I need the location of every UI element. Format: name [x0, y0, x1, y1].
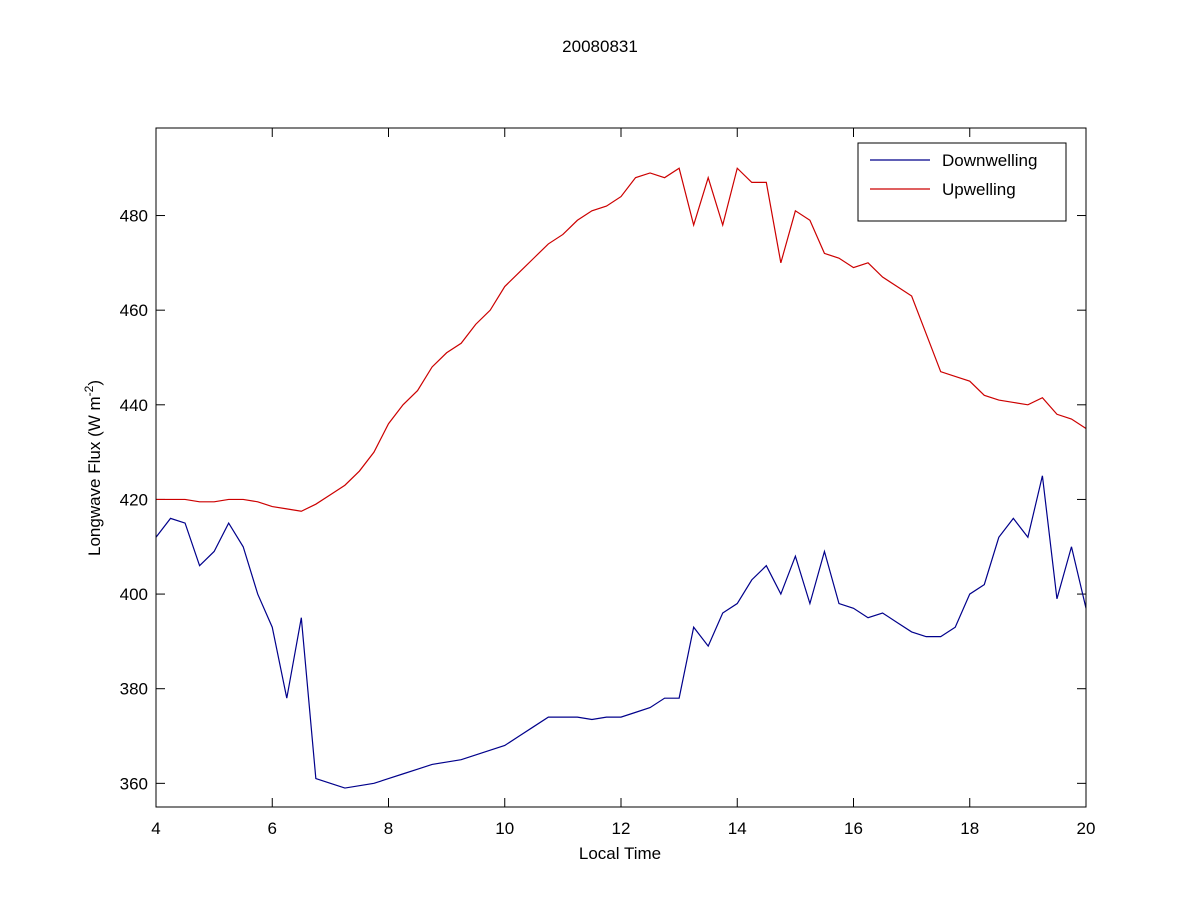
- x-tick-label: 20: [1077, 819, 1096, 838]
- y-tick-label: 420: [120, 490, 148, 509]
- y-tick-label: 440: [120, 396, 148, 415]
- x-tick-label: 4: [151, 819, 160, 838]
- legend-label: Upwelling: [942, 180, 1016, 199]
- x-tick-label: 18: [960, 819, 979, 838]
- y-tick-label: 380: [120, 680, 148, 699]
- y-tick-label: 480: [120, 207, 148, 226]
- x-tick-label: 12: [612, 819, 631, 838]
- x-tick-label: 10: [495, 819, 514, 838]
- x-axis-label: Local Time: [579, 844, 661, 863]
- y-tick-label: 400: [120, 585, 148, 604]
- y-axis-label: Longwave Flux (W m-2): [82, 380, 104, 556]
- y-label-end: ): [85, 380, 104, 386]
- x-tick-label: 8: [384, 819, 393, 838]
- data-line: [156, 167, 1087, 512]
- data-line: [155, 475, 1087, 789]
- chart-title: 20080831: [562, 37, 638, 56]
- axes-box: [155, 127, 1087, 808]
- legend-label: Downwelling: [942, 151, 1037, 170]
- y-label-main: Longwave Flux (W m: [85, 396, 104, 556]
- legend-box: [857, 142, 1067, 222]
- y-tick-label: 460: [120, 301, 148, 320]
- x-tick-label: 14: [728, 819, 747, 838]
- y-label-sup: -2: [82, 385, 96, 396]
- x-tick-label: 16: [844, 819, 863, 838]
- y-tick-label: 360: [120, 774, 148, 793]
- x-tick-label: 6: [268, 819, 277, 838]
